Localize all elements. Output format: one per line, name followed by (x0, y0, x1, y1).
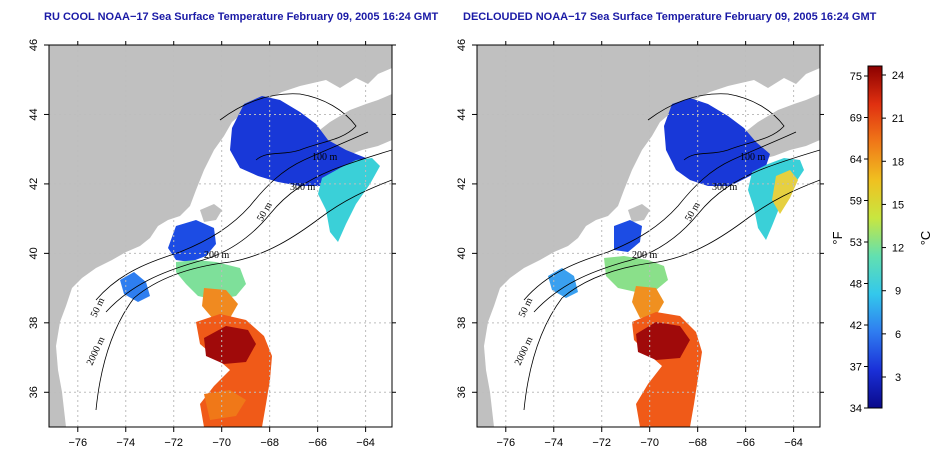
colorbar-ramp (867, 65, 883, 409)
left-x-tick-label: −64 (356, 437, 375, 449)
left-sst-south-orange (204, 390, 246, 420)
right-axis-ticks: −76 −74 −72 −70 −68 −66 −64 36 38 40 42 44 46 (456, 39, 824, 449)
left-contour-50m (95, 131, 369, 301)
left-sst-gulf-of-maine (230, 96, 366, 186)
left-map-frame (48, 44, 393, 428)
fahrenheit-tick-label: 37 (850, 362, 862, 374)
right-grid (477, 45, 820, 427)
left-y-tick-label: 38 (28, 317, 40, 329)
fahrenheit-tick-label: 53 (850, 237, 862, 249)
fahrenheit-tick-label: 42 (850, 320, 862, 332)
right-y-tick-label: 38 (456, 317, 468, 329)
fahrenheit-unit-label: °F (830, 231, 845, 244)
left-y-tick-label: 44 (28, 108, 40, 120)
right-y-tick-label: 42 (456, 178, 468, 190)
right-contour-2000m (523, 179, 820, 411)
left-y-tick-label: 42 (28, 178, 40, 190)
right-sst-shelf-green (604, 256, 668, 292)
right-sst-coastal-blue (614, 220, 642, 252)
fahrenheit-tick-label: 64 (850, 154, 862, 166)
right-x-tick-label: −64 (784, 437, 803, 449)
left-x-tick-label: −66 (308, 437, 327, 449)
right-x-tick-label: −68 (688, 437, 707, 449)
right-sst-nc-blue (548, 268, 578, 298)
left-x-tick-label: −72 (164, 437, 183, 449)
right-contour-label-200m: 200 m (632, 250, 658, 261)
right-sst-scotian-yellow (772, 170, 798, 214)
celsius-unit-label: °C (918, 231, 933, 246)
right-map-frame (476, 44, 821, 428)
right-x-tick-label: −72 (592, 437, 611, 449)
celsius-tick-label: 18 (892, 156, 904, 168)
left-y-tick-label: 40 (28, 247, 40, 259)
right-land-mainland (477, 45, 820, 427)
left-y-tick-label: 46 (28, 39, 40, 51)
left-contour-label-300m: 300 m (290, 182, 316, 193)
left-sst-shelf-green (176, 260, 246, 300)
left-contour-2000m (95, 179, 392, 411)
celsius-tick-label: 3 (895, 372, 901, 384)
right-x-tick-label: −66 (736, 437, 755, 449)
left-axis-ticks: −76 −74 −72 −70 −68 −66 −64 36 38 40 42 44 46 (28, 39, 396, 449)
right-contour-200m (533, 149, 820, 313)
right-land-cape-cod (628, 204, 650, 222)
left-x-tick-label: −76 (68, 437, 87, 449)
celsius-tick-label: 21 (892, 113, 904, 125)
left-x-tick-label: −74 (116, 437, 135, 449)
right-map-panel: 100 m 300 m 50 m 200 m 50 m 2000 m −76 −7… (456, 39, 824, 449)
left-sst-nc-blue (120, 272, 150, 302)
left-contour-label-100m: 100 m (312, 152, 338, 163)
left-contour-100m (219, 93, 357, 161)
right-x-tick-label: −74 (544, 437, 563, 449)
celsius-tick-label: 12 (892, 243, 904, 255)
left-land-cape-cod (200, 204, 222, 222)
left-x-tick-label: −70 (212, 437, 231, 449)
left-sst-scotian-cyan (318, 158, 380, 242)
left-sst-slope-orange (202, 288, 238, 320)
right-contour-50m (523, 131, 797, 301)
colorbar: 75 69 64 59 53 48 42 37 34 24 21 18 15 12 9 6 3 °F °C (830, 65, 933, 415)
right-y-tick-label: 44 (456, 108, 468, 120)
right-map-title: DECLOUDED NOAA−17 Sea Surface Temperatur… (463, 11, 877, 23)
left-y-tick-label: 36 (28, 386, 40, 398)
celsius-tick-label: 6 (895, 329, 901, 341)
right-sst-slope-orange (632, 286, 664, 318)
celsius-tick-label: 24 (892, 70, 904, 82)
left-sst-gulfstream-core (204, 326, 256, 364)
fahrenheit-tick-label: 59 (850, 196, 862, 208)
right-sst-gulf-of-maine (664, 98, 770, 186)
right-y-tick-label: 46 (456, 39, 468, 51)
right-contour-label-100m: 100 m (740, 152, 766, 163)
right-x-tick-label: −76 (496, 437, 515, 449)
colorbar-fahrenheit-scale: 75 69 64 59 53 48 42 37 34 (850, 71, 868, 415)
right-contour-100m (647, 93, 785, 161)
left-contour-label-200m: 200 m (204, 250, 230, 261)
left-contour-200m (105, 149, 392, 313)
left-land-mainland (49, 45, 392, 427)
right-contour-label-300m: 300 m (712, 182, 738, 193)
fahrenheit-tick-label: 69 (850, 113, 862, 125)
left-grid (49, 45, 392, 427)
fahrenheit-tick-label: 34 (850, 403, 862, 415)
celsius-tick-label: 9 (895, 286, 901, 298)
left-sst-coastal-blue (168, 220, 216, 262)
right-y-tick-label: 36 (456, 386, 468, 398)
fahrenheit-tick-label: 48 (850, 279, 862, 291)
right-x-tick-label: −70 (640, 437, 659, 449)
left-map-title: RU COOL NOAA−17 Sea Surface Temperature … (44, 11, 439, 23)
celsius-tick-label: 15 (892, 199, 904, 211)
right-y-tick-label: 40 (456, 247, 468, 259)
colorbar-celsius-scale: 24 21 18 15 12 9 6 3 (882, 70, 904, 384)
left-map-panel: 100 m 300 m 50 m 200 m 50 m 2000 m −76 −7… (28, 39, 396, 449)
fahrenheit-tick-label: 75 (850, 71, 862, 83)
left-x-tick-label: −68 (260, 437, 279, 449)
right-land-nova-scotia (740, 94, 820, 160)
